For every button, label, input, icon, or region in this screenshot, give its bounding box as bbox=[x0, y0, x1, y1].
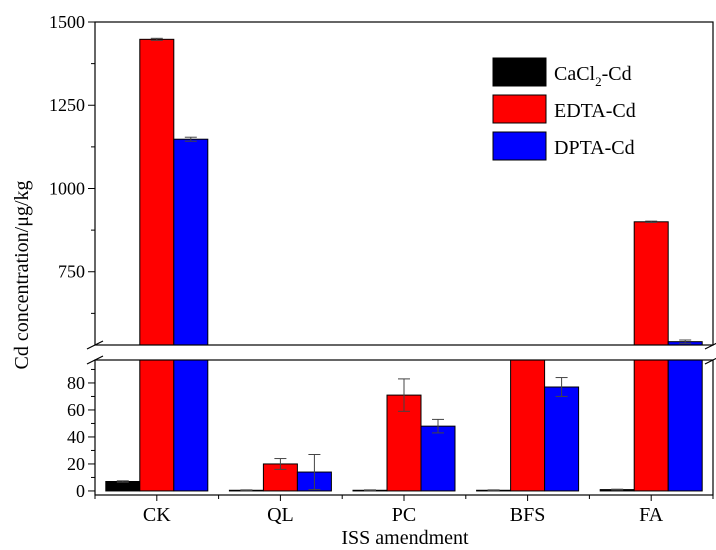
x-axis-title: ISS amendment bbox=[341, 527, 469, 549]
y-tick-label-1000: 1000 bbox=[49, 178, 85, 198]
legend-label: DPTA-Cd bbox=[554, 137, 635, 159]
error-bar-bfs-s2 bbox=[555, 377, 568, 397]
y-tick-label-1500: 1500 bbox=[49, 12, 85, 32]
bar-bfs-s1 bbox=[510, 344, 546, 492]
error-bar-pc-s2 bbox=[432, 418, 444, 434]
bar-ql-s1 bbox=[262, 463, 298, 492]
error-bar-ql-s1 bbox=[274, 458, 287, 470]
legend: CaCl2-Cd EDTA-Cd DPTA-Cd bbox=[492, 57, 636, 161]
error-bar-fa-s0 bbox=[611, 488, 624, 491]
upper-frame bbox=[94, 21, 714, 346]
axes: 0 20 40 60 80 750 1000 1250 1500 CK QL PC BFS FA bbox=[49, 12, 716, 526]
bar-ck-s0 bbox=[105, 481, 141, 492]
y-tick-label-1250: 1250 bbox=[49, 95, 85, 115]
error-bar-pc-s0 bbox=[364, 489, 376, 492]
error-bar-fa-s2 bbox=[679, 339, 692, 344]
y-tick-label-750: 750 bbox=[58, 262, 85, 282]
legend-label: EDTA-Cd bbox=[554, 100, 636, 122]
x-tick-label-fa: FA bbox=[639, 504, 664, 526]
legend-item-0: CaCl2-Cd bbox=[492, 57, 632, 89]
y-tick-label-80: 80 bbox=[67, 373, 85, 393]
bar-fa-s2 bbox=[667, 341, 703, 492]
legend-label: CaCl2-Cd bbox=[554, 63, 632, 89]
y-tick-label-20: 20 bbox=[67, 454, 85, 474]
error-bar-ck-s0 bbox=[116, 480, 129, 483]
bar-bfs-s2 bbox=[544, 386, 580, 492]
y-tick-label-0: 0 bbox=[76, 481, 85, 501]
bar-pc-s2 bbox=[420, 425, 456, 492]
bar-ck-s2 bbox=[173, 138, 209, 492]
axis-break-gap bbox=[93, 345, 715, 360]
axis-break-marks bbox=[86, 340, 716, 365]
error-bar-ck-s1 bbox=[150, 37, 163, 41]
legend-item-1: EDTA-Cd bbox=[492, 94, 636, 124]
legend-swatch bbox=[492, 131, 547, 161]
error-bar-fa-s1 bbox=[645, 220, 658, 223]
x-tick-label-bfs: BFS bbox=[510, 504, 546, 526]
x-tick-label-ql: QL bbox=[267, 504, 294, 526]
legend-item-2: DPTA-Cd bbox=[492, 131, 635, 161]
bar-ck-s1 bbox=[139, 38, 175, 492]
error-bar-ql-s0 bbox=[240, 489, 253, 492]
legend-swatch bbox=[492, 57, 547, 87]
x-tick-label-ck: CK bbox=[143, 504, 171, 526]
error-bar-bfs-s0 bbox=[487, 489, 500, 492]
y-tick-label-60: 60 bbox=[67, 400, 85, 420]
error-bar-ck-s2 bbox=[184, 136, 197, 142]
y-tick-label-40: 40 bbox=[67, 427, 85, 447]
error-bar-ql-s2 bbox=[308, 454, 321, 491]
x-tick-label-pc: PC bbox=[392, 504, 416, 526]
y-axis-title: Cd concentration/μg/kg bbox=[11, 180, 33, 369]
legend-swatch bbox=[492, 94, 547, 124]
error-bar-pc-s1 bbox=[398, 378, 410, 412]
plot-area bbox=[105, 37, 703, 492]
